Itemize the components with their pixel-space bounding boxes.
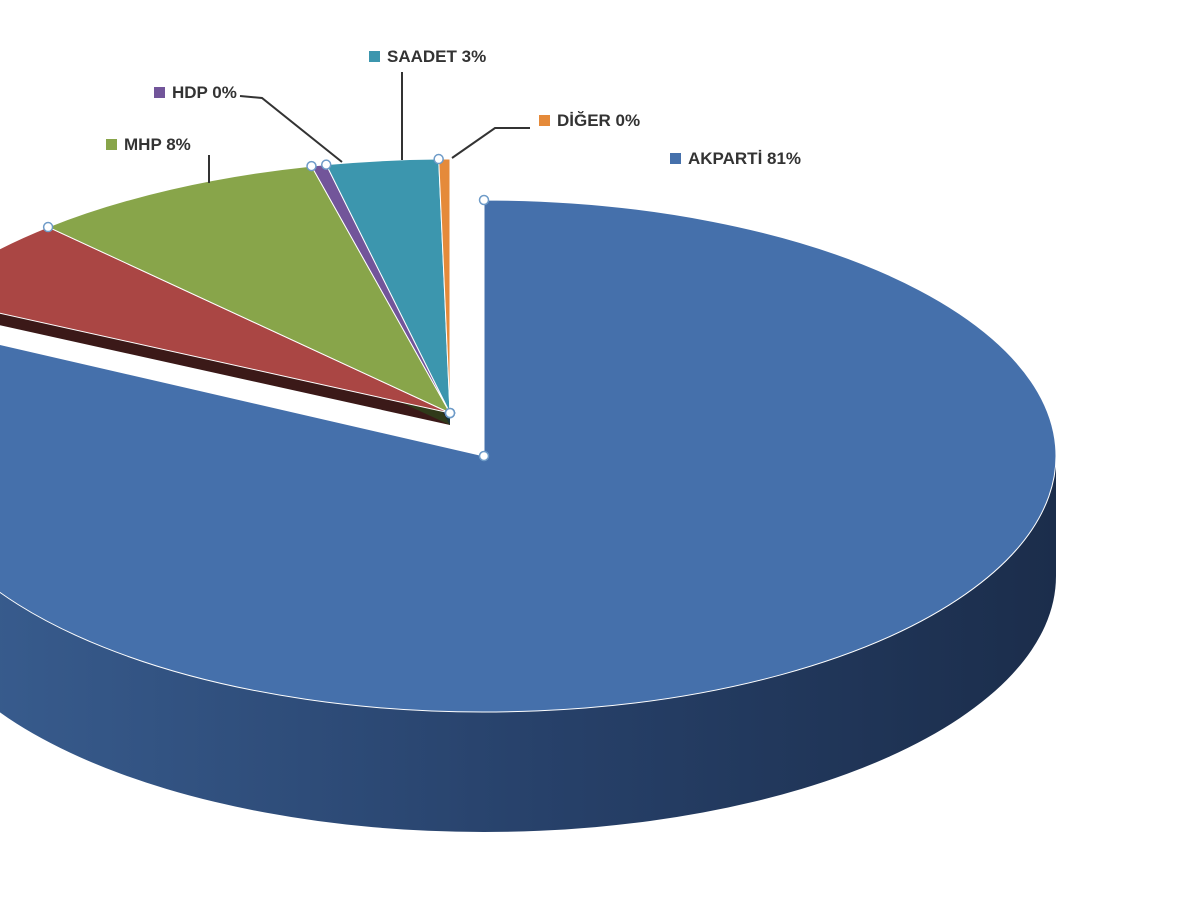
- slice-mhp: [46, 165, 452, 415]
- legend-marker: [106, 139, 117, 150]
- selection-handle: [320, 159, 332, 170]
- slice-label: DİĞER 0%: [557, 111, 640, 130]
- legend-marker: [369, 51, 380, 62]
- slice-labels: AKPARTİ 81% MHP 8% HDP 0% SAADET 3% DİĞER 0%: [106, 47, 801, 183]
- selection-handle: [42, 221, 54, 233]
- slice-label: SAADET 3%: [387, 47, 486, 66]
- leader-line: [239, 95, 343, 163]
- selection-handle: [306, 160, 317, 172]
- slice-label: MHP 8%: [124, 135, 191, 154]
- selection-handle: [478, 450, 490, 462]
- slice-radial-face: [0, 313, 450, 425]
- selection-handle: [444, 407, 456, 419]
- slice-side-wall: [0, 456, 1056, 832]
- slice-label: HDP 0%: [172, 83, 237, 102]
- leader-line: [451, 127, 530, 159]
- selection-handle: [478, 194, 490, 206]
- slice-akparti̇: [0, 199, 1057, 713]
- selection-handle: [433, 153, 444, 165]
- legend-marker: [539, 115, 550, 126]
- slice-label: AKPARTİ 81%: [688, 149, 801, 168]
- legend-marker: [154, 87, 165, 98]
- slice-tops: [0, 153, 1057, 713]
- legend-marker: [670, 153, 681, 164]
- slice-unlabeled: [0, 226, 451, 414]
